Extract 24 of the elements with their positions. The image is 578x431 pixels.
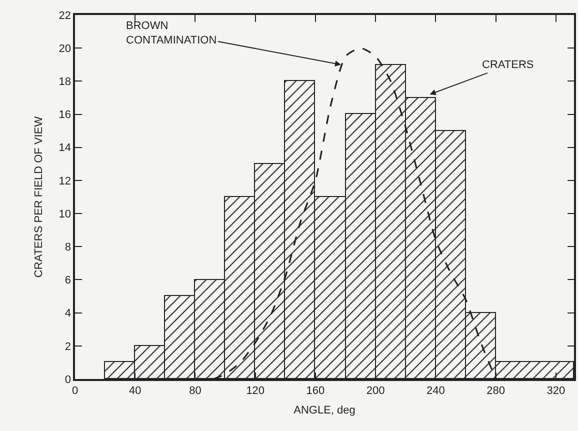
y-tick-label: 6 xyxy=(64,274,72,287)
y-tick-label: 18 xyxy=(58,76,72,88)
y-tick-label: 20 xyxy=(58,42,72,55)
y-tick-label: 2 xyxy=(64,340,72,353)
y-tick-label: 0 xyxy=(64,374,72,386)
x-tick-label: 80 xyxy=(189,384,202,397)
y-tick-label: 4 xyxy=(64,308,72,320)
y-tick-label: 8 xyxy=(64,241,72,254)
x-tick-label: 120 xyxy=(246,384,265,397)
y-tick-label: 22 xyxy=(58,10,72,22)
annotation: CRATERS xyxy=(482,59,534,71)
x-tick-label: 40 xyxy=(128,384,142,397)
annotation: BROWN CONTAMINATION xyxy=(126,20,217,46)
x-tick-label: 320 xyxy=(546,384,566,397)
y-tick-label: 14 xyxy=(58,142,72,154)
y-tick-label: 12 xyxy=(58,175,72,188)
x-tick-label: 200 xyxy=(366,384,385,397)
x-axis-title: ANGLE, deg xyxy=(294,404,356,417)
y-axis-title: CRATERS PER FIELD OF VIEW xyxy=(32,116,45,278)
x-tick-label: 160 xyxy=(306,384,325,397)
y-tick-label: 10 xyxy=(58,208,72,220)
y-tick-label: 16 xyxy=(58,109,72,122)
x-tick-label: 240 xyxy=(426,384,445,397)
x-tick-label: 280 xyxy=(486,384,506,397)
